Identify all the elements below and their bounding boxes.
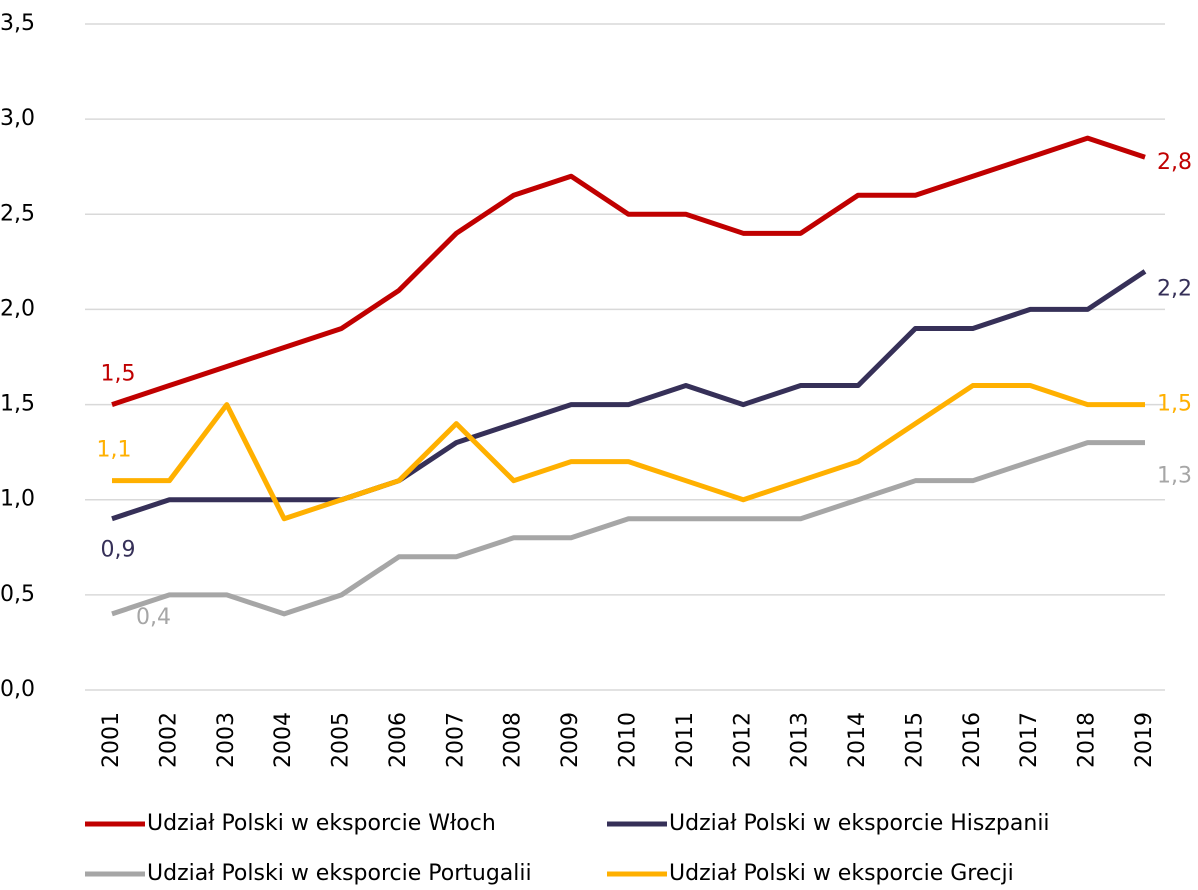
- x-tick-label: 2006: [386, 712, 411, 768]
- y-tick-label: 2,0: [0, 296, 35, 321]
- data-label: 1,3: [1157, 464, 1192, 489]
- x-tick-label: 2015: [902, 712, 927, 768]
- y-tick-label: 0,5: [0, 582, 35, 607]
- y-tick-label: 1,5: [0, 392, 35, 417]
- x-tick-label: 2009: [558, 712, 583, 768]
- x-tick-label: 2007: [443, 712, 468, 768]
- y-tick-label: 0,0: [0, 677, 35, 702]
- x-tick-label: 2014: [845, 712, 870, 768]
- x-tick-label: 2008: [501, 712, 526, 768]
- series-line: [111, 440, 1145, 617]
- data-label: 0,9: [101, 538, 136, 563]
- x-tick-label: 2005: [329, 712, 354, 768]
- series-line: [111, 269, 1147, 522]
- data-label: 0,4: [136, 605, 171, 630]
- data-label: 1,1: [97, 438, 132, 463]
- x-tick-label: 2019: [1132, 712, 1157, 768]
- legend-label: Udział Polski w eksporcie Portugalii: [147, 861, 532, 886]
- data-label: 2,2: [1157, 276, 1192, 301]
- x-tick-label: 2004: [271, 712, 296, 768]
- y-tick-label: 2,5: [0, 201, 35, 226]
- series-line: [111, 135, 1146, 407]
- data-label: 2,8: [1157, 150, 1192, 175]
- x-tick-label: 2010: [616, 712, 641, 768]
- y-tick-label: 3,0: [0, 106, 35, 131]
- x-tick-label: 2016: [960, 712, 985, 768]
- y-tick-label: 1,0: [0, 487, 35, 512]
- legend-label: Udział Polski w eksporcie Włoch: [147, 811, 496, 836]
- data-label: 1,5: [101, 362, 136, 387]
- x-tick-label: 2003: [214, 712, 239, 768]
- y-tick-label: 3,5: [0, 11, 35, 36]
- x-tick-label: 2002: [156, 712, 181, 768]
- x-tick-label: 2011: [673, 712, 698, 768]
- legend-label: Udział Polski w eksporcie Grecji: [669, 861, 1014, 886]
- legend-label: Udział Polski w eksporcie Hiszpanii: [669, 811, 1050, 836]
- x-tick-label: 2012: [730, 712, 755, 768]
- x-tick-label: 2013: [788, 712, 813, 768]
- x-tick-label: 2018: [1075, 712, 1100, 768]
- series-line: [112, 383, 1145, 522]
- x-tick-label: 2017: [1017, 712, 1042, 768]
- data-label: 1,5: [1157, 392, 1192, 417]
- x-tick-label: 2001: [99, 712, 124, 768]
